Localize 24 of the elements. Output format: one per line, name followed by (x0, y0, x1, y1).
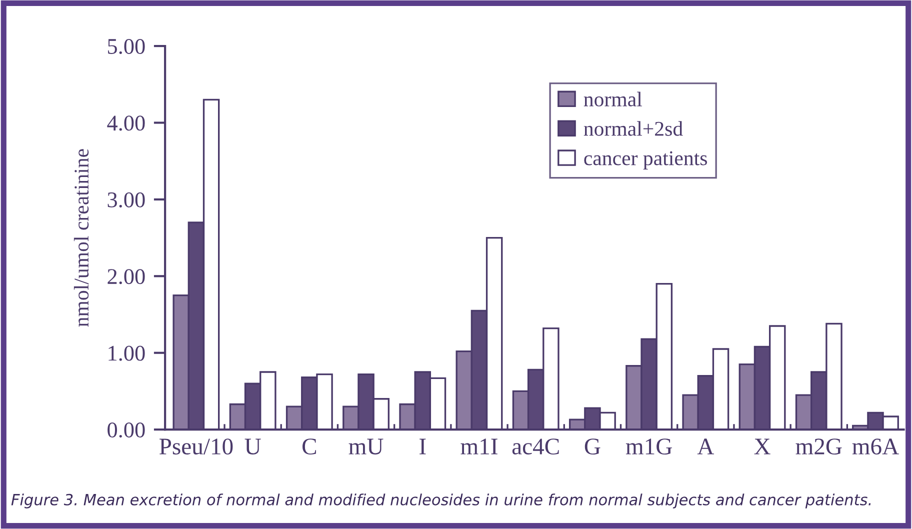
legend-label: normal (584, 92, 642, 106)
x-tick-label: C (302, 438, 316, 454)
y-tick-label: 5.00 (108, 38, 145, 54)
legend-label: cancer patients (584, 151, 707, 170)
y-tick-label: 3.00 (108, 192, 145, 208)
x-tick-label: I (420, 438, 426, 454)
caption: Figure 3. Mean excretion of normal and modified nucleosides in urine from normal subjects and cancer patients. (11, 494, 871, 508)
x-tick-label: m6A (852, 438, 899, 454)
y-tick-label: 1.00 (108, 346, 145, 361)
x-tick-label: Pseu/10 (159, 438, 233, 454)
x-tick-label: m1I (460, 438, 498, 454)
legend-label: normal+2sd (584, 121, 683, 136)
y-axis-title: nmol/umol creatinine (74, 149, 89, 327)
y-tick-label: 0.00 (108, 422, 145, 438)
x-tick-label: U (244, 438, 261, 454)
y-tick-label: 2.00 (108, 269, 145, 284)
x-tick-label: m1G (626, 438, 672, 454)
x-tick-label: A (697, 438, 714, 454)
x-tick-label: X (754, 438, 770, 454)
y-tick-label: 4.00 (107, 116, 145, 131)
x-tick-label: ac4C (512, 438, 559, 454)
x-tick-label: mU (348, 438, 384, 454)
x-tick-label: m2G (796, 438, 842, 454)
x-tick-label: G (584, 438, 600, 454)
